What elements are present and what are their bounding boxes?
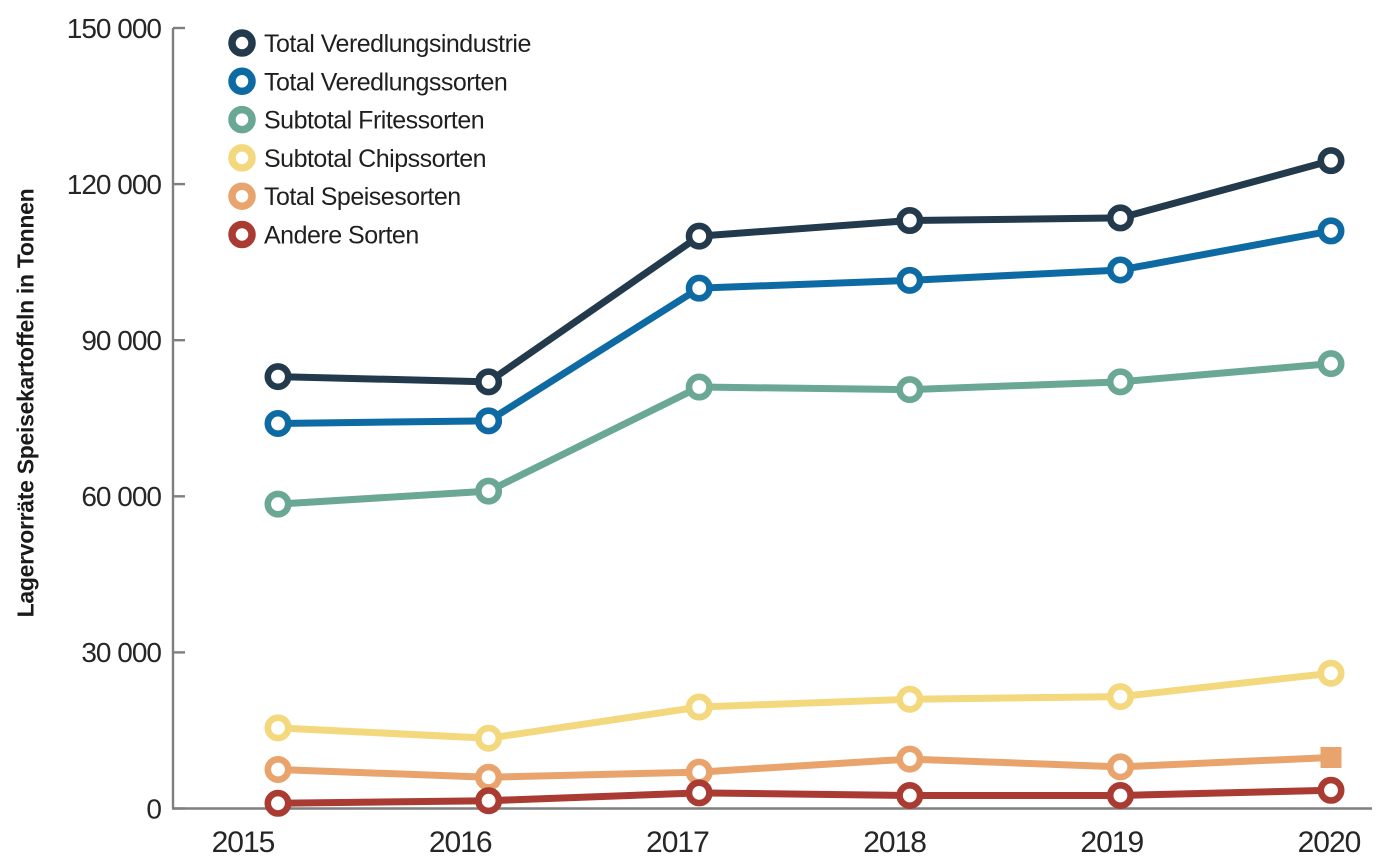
- marker-circle-subtotal-fritessorten-2019: [1106, 368, 1134, 396]
- marker-circle-subtotal-chipssorten-2015: [264, 714, 292, 742]
- marker-circle-andere-sorten-2016: [475, 787, 503, 815]
- marker-circle-subtotal-chipssorten-2018: [896, 685, 924, 713]
- marker-circle-total-veredlungsindustrie-2019: [1106, 204, 1134, 232]
- x-axis-tick-label: 2020: [1298, 826, 1361, 859]
- marker-circle-subtotal-chipssorten-2019: [1106, 683, 1134, 711]
- legend-item-total-veredlungsindustrie: Total Veredlungsindustrie: [228, 29, 531, 58]
- marker-circle-subtotal-fritessorten-2018: [896, 376, 924, 404]
- marker-circle-total-veredlungsindustrie-2020: [1317, 147, 1345, 175]
- y-axis-tick-label: 60 000: [81, 481, 161, 512]
- marker-circle-total-veredlungsindustrie-2016: [475, 368, 503, 396]
- legend-label: Total Veredlungsindustrie: [264, 30, 531, 58]
- series-andere-sorten: [264, 776, 1345, 817]
- legend-label: Andere Sorten: [264, 222, 419, 250]
- x-axis-tick-label: 2017: [646, 826, 709, 859]
- y-axis-tick-label: 120 000: [67, 169, 162, 200]
- marker-circle-subtotal-fritessorten-2017: [685, 373, 713, 401]
- legend-marker-icon: [228, 182, 256, 210]
- marker-circle-subtotal-chipssorten-2020: [1317, 659, 1345, 687]
- legend-marker-icon: [228, 220, 256, 249]
- legend-label: Subtotal Fritessorten: [264, 107, 484, 135]
- series-total-speisesorten: [264, 745, 1342, 791]
- x-axis: 2015 2016 2017 2018 2019 2020: [172, 807, 1372, 859]
- marker-circle-andere-sorten-2017: [685, 779, 713, 807]
- x-axis-tick-label: 2019: [1080, 826, 1143, 859]
- legend-item-subtotal-fritessorten: Subtotal Fritessorten: [228, 105, 485, 135]
- marker-circle-total-veredlungssorten-2015: [264, 409, 292, 437]
- marker-circle-total-veredlungsindustrie-2015: [264, 363, 292, 391]
- series-line-total-veredlungssorten: [274, 227, 1335, 427]
- marker-circle-total-veredlungssorten-2019: [1106, 256, 1134, 284]
- legend-item-subtotal-chipssorten: Subtotal Chipssorten: [228, 144, 487, 173]
- series-line-andere-sorten: [274, 786, 1335, 807]
- marker-circle-andere-sorten-2015: [264, 789, 292, 817]
- marker-circle-total-veredlungsindustrie-2017: [685, 222, 713, 250]
- marker-circle-subtotal-fritessorten-2015: [264, 490, 292, 518]
- legend-marker-icon: [228, 105, 256, 134]
- y-axis-tick-label: 150 000: [67, 13, 162, 44]
- series-line-subtotal-chipssorten: [274, 669, 1335, 742]
- legend-marker-icon: [228, 67, 256, 96]
- y-axis-tick-label: 0: [146, 793, 161, 824]
- legend-item-total-veredlungssorten: Total Veredlungssorten: [228, 67, 508, 96]
- marker-circle-total-veredlungssorten-2017: [685, 274, 713, 302]
- marker-square-total-speisesorten-2020: [1320, 747, 1342, 769]
- marker-circle-subtotal-chipssorten-2016: [475, 724, 503, 752]
- series-line-total-veredlungsindustrie: [274, 157, 1335, 386]
- series-subtotal-chipssorten: [264, 659, 1345, 752]
- y-axis: 0 30 000 60 000 90 000 120 000 150 000: [67, 13, 185, 824]
- marker-circle-total-veredlungsindustrie-2018: [896, 207, 924, 235]
- marker-circle-total-speisesorten-2017: [685, 758, 713, 786]
- marker-circle-andere-sorten-2018: [896, 781, 924, 809]
- y-axis-tick-label: 30 000: [81, 637, 161, 668]
- marker-circle-subtotal-fritessorten-2020: [1317, 350, 1345, 378]
- marker-circle-total-speisesorten-2018: [896, 745, 924, 773]
- legend: Total Veredlungsindustrie Total Veredlung…: [228, 29, 531, 250]
- legend-marker-icon: [228, 144, 256, 172]
- legend-marker-icon: [228, 29, 256, 57]
- marker-circle-andere-sorten-2019: [1106, 781, 1134, 809]
- marker-circle-subtotal-fritessorten-2016: [475, 477, 503, 505]
- legend-item-andere-sorten: Andere Sorten: [228, 220, 419, 250]
- x-axis-tick-label: 2018: [863, 826, 926, 859]
- series-line-subtotal-fritessorten: [274, 360, 1335, 508]
- y-axis-tick-label: 90 000: [81, 325, 161, 356]
- marker-circle-total-veredlungssorten-2020: [1317, 217, 1345, 245]
- x-axis-tick-label: 2016: [429, 826, 492, 859]
- marker-circle-subtotal-chipssorten-2017: [685, 693, 713, 721]
- legend-label: Subtotal Chipssorten: [264, 145, 486, 173]
- marker-circle-andere-sorten-2020: [1317, 776, 1345, 804]
- marker-circle-total-speisesorten-2015: [264, 755, 292, 783]
- marker-circle-total-speisesorten-2019: [1106, 753, 1134, 781]
- series-line-total-speisesorten: [274, 754, 1335, 781]
- legend-label: Total Veredlungssorten: [264, 68, 507, 96]
- series-total-veredlungssorten: [264, 217, 1345, 437]
- marker-circle-total-veredlungssorten-2018: [896, 266, 924, 294]
- legend-label: Total Speisesorten: [264, 183, 461, 211]
- series-total-veredlungsindustrie: [264, 147, 1345, 396]
- marker-circle-total-speisesorten-2016: [475, 763, 503, 791]
- legend-item-total-speisesorten: Total Speisesorten: [228, 182, 461, 211]
- marker-circle-total-veredlungssorten-2016: [475, 407, 503, 435]
- series-subtotal-fritessorten: [264, 350, 1345, 518]
- x-axis-tick-label: 2015: [212, 826, 275, 859]
